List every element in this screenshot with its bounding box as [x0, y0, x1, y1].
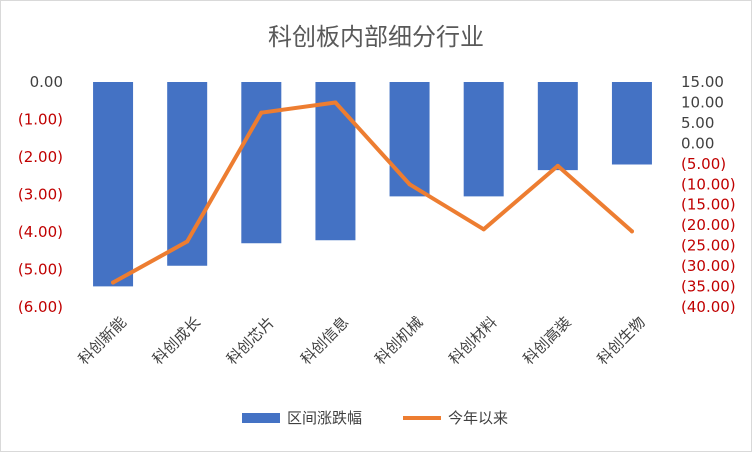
bar	[611, 82, 652, 165]
left-tick-label: (3.00)	[18, 186, 63, 204]
line-point	[185, 239, 190, 244]
legend-bar-label: 区间涨跌幅	[287, 409, 362, 427]
left-tick-label: (6.00)	[18, 298, 63, 316]
right-tick-label: (35.00)	[681, 278, 736, 296]
right-tick-label: (20.00)	[681, 216, 736, 234]
left-tick-label: (2.00)	[18, 148, 63, 166]
right-tick-label: (5.00)	[681, 155, 726, 173]
right-tick-label: 0.00	[681, 134, 714, 152]
bar	[389, 82, 430, 197]
right-tick-label: (15.00)	[681, 196, 736, 214]
bar	[93, 82, 134, 287]
right-axis-ticks: 15.00 10.00 5.00 0.00 (5.00) (10.00) (15.00) (2…	[681, 73, 736, 316]
left-tick-label: 0.00	[30, 73, 63, 91]
line-point	[407, 182, 412, 187]
bar	[537, 82, 578, 171]
left-tick-label: (5.00)	[18, 261, 63, 279]
bar	[167, 82, 208, 266]
category-label: 科创成长	[149, 313, 204, 368]
right-tick-label: 10.00	[681, 93, 724, 111]
category-labels: 科创新能 科创成长 科创芯片 科创信息 科创机械 科创材料 科创高装 科创生物	[75, 313, 649, 368]
bar	[241, 82, 282, 244]
left-axis-ticks: 0.00 (1.00) (2.00) (3.00) (4.00) (5.00) (6.00)	[18, 73, 63, 316]
line-series	[111, 100, 634, 285]
left-tick-label: (1.00)	[18, 111, 63, 129]
right-tick-label: 15.00	[681, 73, 724, 91]
category-label: 科创新能	[75, 313, 130, 368]
left-tick-label: (4.00)	[18, 223, 63, 241]
line-point	[333, 100, 338, 105]
bar	[315, 82, 356, 241]
bar	[463, 82, 504, 197]
line-point	[259, 110, 264, 115]
line-point	[481, 227, 486, 232]
category-label: 科创生物	[594, 313, 649, 368]
category-label: 科创芯片	[223, 313, 278, 368]
right-tick-label: (10.00)	[681, 175, 736, 193]
legend: 区间涨跌幅 今年以来	[242, 409, 508, 427]
line-point	[111, 280, 116, 285]
line-path	[111, 100, 634, 285]
legend-bar-swatch	[242, 413, 280, 423]
line-point	[555, 163, 560, 168]
right-tick-label: (25.00)	[681, 237, 736, 255]
right-tick-label: (40.00)	[681, 298, 736, 316]
right-tick-label: 5.00	[681, 114, 714, 132]
category-label: 科创材料	[445, 313, 500, 368]
category-label: 科创机械	[371, 313, 426, 368]
right-tick-label: (30.00)	[681, 257, 736, 275]
category-label: 科创信息	[297, 313, 352, 368]
bar-series	[93, 82, 652, 287]
category-label: 科创高装	[519, 313, 574, 368]
chart-title: 科创板内部细分行业	[268, 23, 484, 51]
legend-line-label: 今年以来	[448, 409, 508, 427]
line-point	[629, 229, 634, 234]
